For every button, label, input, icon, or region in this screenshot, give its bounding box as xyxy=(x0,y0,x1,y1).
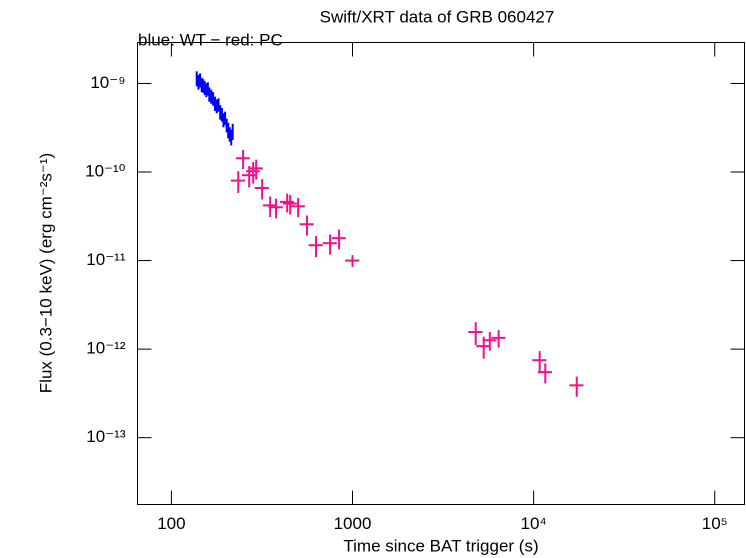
y-tick-label: 10⁻¹⁰ xyxy=(85,161,126,180)
y-tick-label: 10⁻¹¹ xyxy=(86,250,126,269)
x-tick-label: 10⁴ xyxy=(521,514,547,533)
y-axis-label: Flux (0.3−10 keV) (erg cm⁻²s⁻¹) xyxy=(36,153,55,393)
x-tick-label: 10⁵ xyxy=(702,514,728,533)
x-tick-label: 1000 xyxy=(334,514,372,533)
chart-subtitle: blue: WT − red: PC xyxy=(138,30,283,49)
y-tick-label: 10⁻¹² xyxy=(86,339,126,358)
x-axis-label: Time since BAT trigger (s) xyxy=(343,536,538,555)
plot-frame xyxy=(137,42,745,505)
y-tick-label: 10⁻¹³ xyxy=(86,427,126,446)
x-tick-label: 100 xyxy=(157,514,185,533)
chart-title: Swift/XRT data of GRB 060427 xyxy=(320,7,555,26)
y-tick-label: 10⁻⁹ xyxy=(90,73,125,92)
